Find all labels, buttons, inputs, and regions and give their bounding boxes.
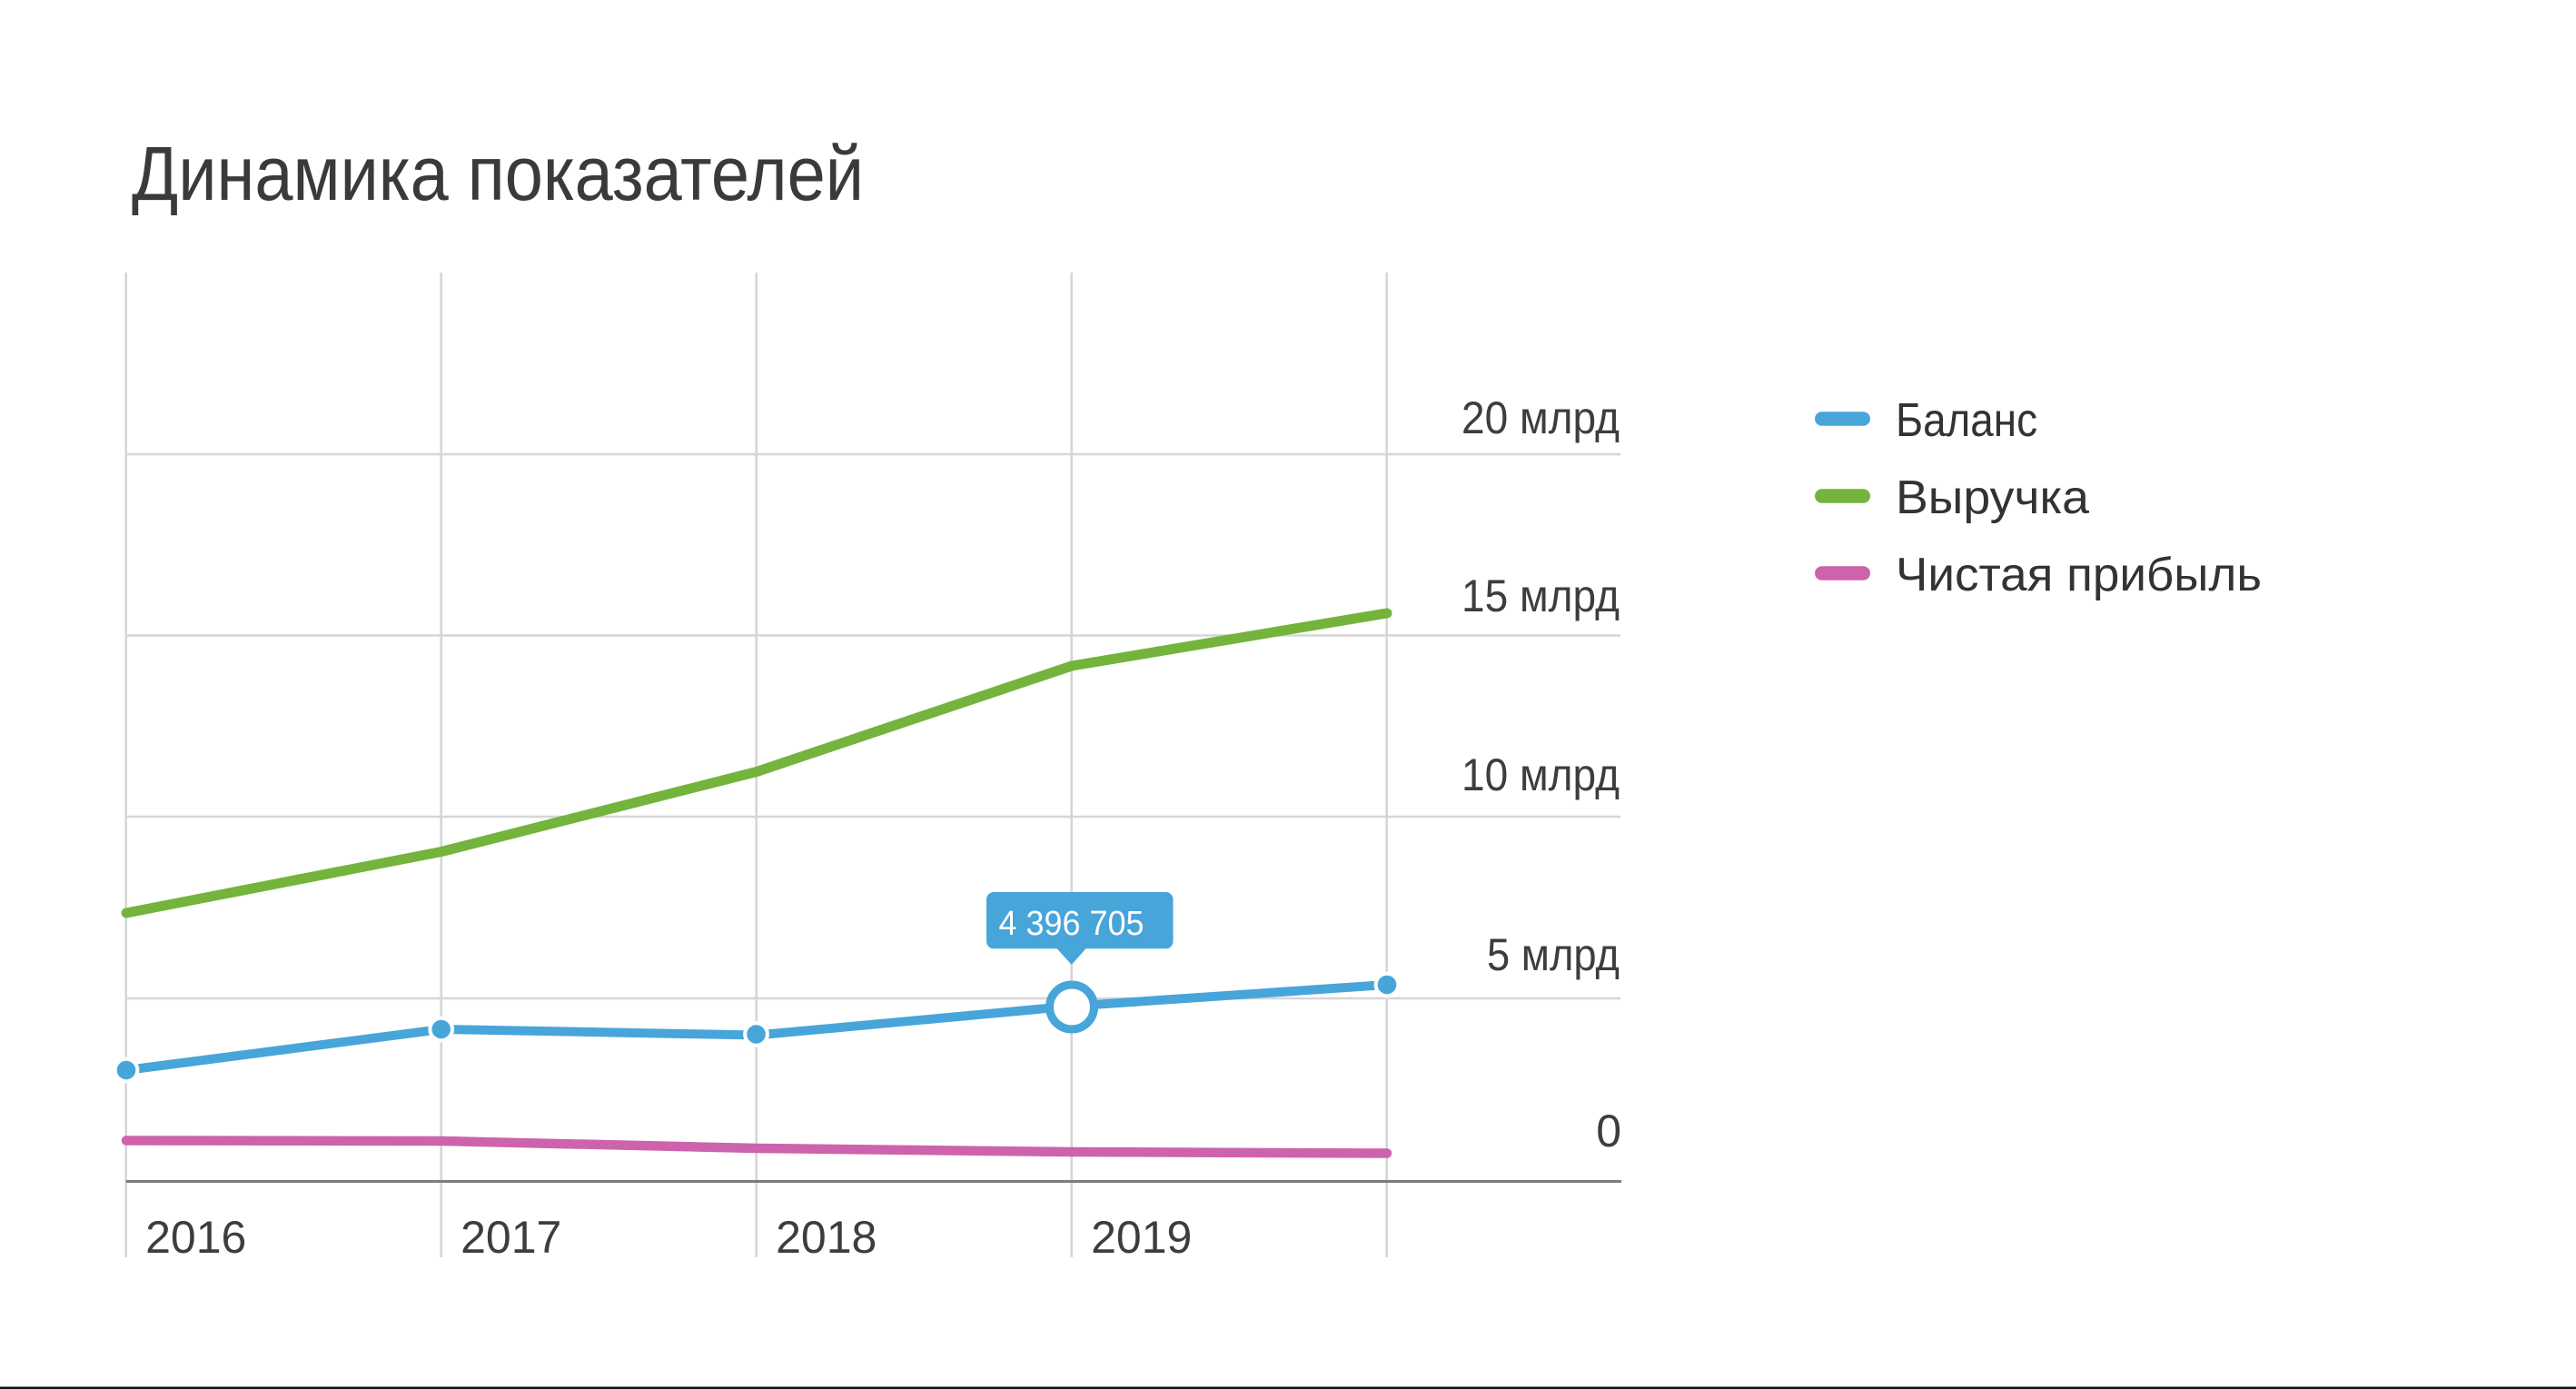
svg-text:2019: 2019 (1091, 1212, 1192, 1263)
svg-text:Чистая прибыль: Чистая прибыль (1896, 549, 2262, 601)
svg-text:2017: 2017 (461, 1212, 561, 1263)
svg-text:Баланс: Баланс (1896, 394, 2037, 447)
svg-text:2018: 2018 (776, 1212, 877, 1263)
svg-text:20 млрд: 20 млрд (1461, 392, 1620, 443)
svg-text:4 396 705: 4 396 705 (999, 905, 1144, 943)
svg-text:10 млрд: 10 млрд (1461, 749, 1620, 800)
svg-text:0: 0 (1596, 1106, 1621, 1156)
svg-text:Динамика показателей: Динамика показателей (132, 131, 864, 216)
svg-text:5 млрд: 5 млрд (1487, 929, 1620, 980)
svg-text:15 млрд: 15 млрд (1461, 570, 1620, 621)
svg-text:2016: 2016 (145, 1212, 246, 1263)
svg-text:Выручка: Выручка (1896, 471, 2089, 524)
